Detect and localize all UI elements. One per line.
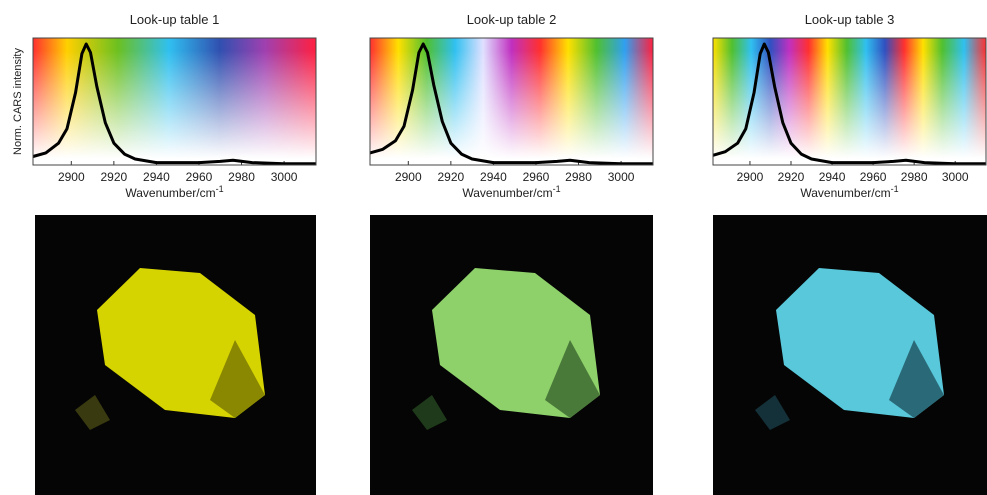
chart-title: Look-up table 2 xyxy=(467,12,557,27)
y-axis-label: Norm. CARS intensity xyxy=(12,48,24,155)
x-tick-label: 2940 xyxy=(480,170,507,184)
chart: Look-up table 3 2900 2920 2940 2960 2980 3000 W… xyxy=(713,12,986,200)
x-tick-label: 2960 xyxy=(523,170,550,184)
x-tick-label: 2900 xyxy=(737,170,764,184)
x-tick-label: 3000 xyxy=(942,170,969,184)
chart: Look-up table 2 2900 2920 2940 2960 2980 3000 W… xyxy=(370,12,653,200)
chart-title: Look-up table 3 xyxy=(805,12,895,27)
x-axis-label: Wavenumber/cm-1 xyxy=(800,184,898,200)
figure: Look-up table 1 Norm. CARS intensity 2900 2… xyxy=(0,0,987,495)
x-tick-label: 2980 xyxy=(565,170,592,184)
chart-title: Look-up table 1 xyxy=(130,12,220,27)
x-tick-label: 2940 xyxy=(819,170,846,184)
x-axis-label-sup: -1 xyxy=(553,184,561,194)
x-axis-label-text: Wavenumber/cm xyxy=(125,186,215,200)
x-tick-label: 2920 xyxy=(438,170,465,184)
x-tick-label: 2940 xyxy=(143,170,170,184)
x-tick-label: 2960 xyxy=(860,170,887,184)
x-tick-label: 2900 xyxy=(395,170,422,184)
x-tick-label: 2960 xyxy=(186,170,213,184)
x-tick-label: 3000 xyxy=(608,170,635,184)
x-tick-label: 2900 xyxy=(58,170,85,184)
x-axis-label-text: Wavenumber/cm xyxy=(800,186,890,200)
micrographs xyxy=(35,215,987,495)
x-tick-label: 2980 xyxy=(228,170,255,184)
chart: Look-up table 1 Norm. CARS intensity 2900 2… xyxy=(12,12,316,200)
x-tick-label: 2980 xyxy=(901,170,928,184)
lut-fade xyxy=(713,38,986,165)
x-tick-label: 2920 xyxy=(778,170,805,184)
lut-fade xyxy=(33,38,316,165)
x-tick-label: 3000 xyxy=(271,170,298,184)
x-axis-label-sup: -1 xyxy=(891,184,899,194)
x-axis-label-text: Wavenumber/cm xyxy=(462,186,552,200)
x-tick-label: 2920 xyxy=(101,170,128,184)
x-axis-label: Wavenumber/cm-1 xyxy=(125,184,223,200)
x-axis-label-sup: -1 xyxy=(216,184,224,194)
lut-fade xyxy=(370,38,653,165)
x-axis-label: Wavenumber/cm-1 xyxy=(462,184,560,200)
